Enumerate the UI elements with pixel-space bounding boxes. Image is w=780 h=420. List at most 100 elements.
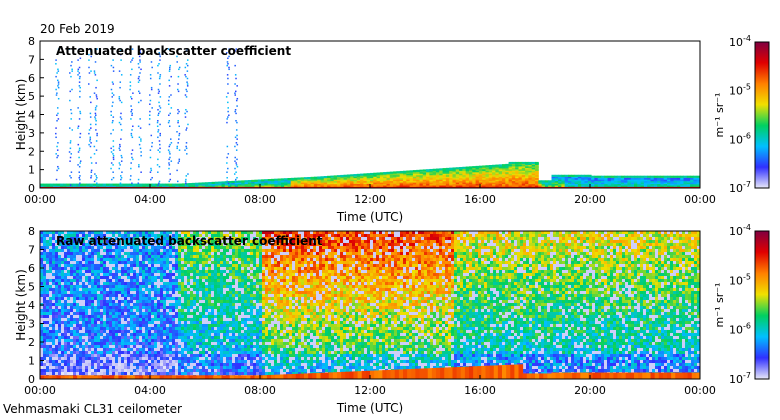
heatmap-cell	[166, 267, 169, 270]
heatmap-cell	[64, 333, 67, 336]
heatmap-cell	[154, 300, 157, 303]
heatmap-cell	[178, 300, 181, 303]
heatmap-cell	[313, 180, 318, 183]
heatmap-cell	[151, 363, 154, 366]
heatmap-cell	[57, 85, 59, 87]
heatmap-cell	[58, 231, 61, 234]
heatmap-cell	[79, 291, 82, 294]
heatmap-cell	[82, 366, 85, 369]
heatmap-cell	[169, 153, 171, 155]
heatmap-cell	[190, 369, 193, 372]
heatmap-cell	[67, 315, 70, 318]
heatmap-cell	[169, 360, 172, 363]
heatmap-cell	[91, 369, 94, 372]
heatmap-cell	[178, 282, 181, 285]
heatmap-cell	[554, 179, 559, 182]
heatmap-cell	[132, 158, 134, 161]
heatmap-cell	[76, 300, 79, 303]
heatmap-cell	[304, 182, 308, 185]
heatmap-cell	[251, 183, 255, 186]
heatmap-cell	[112, 312, 115, 315]
heatmap-cell	[139, 372, 142, 375]
heatmap-cell	[130, 372, 133, 375]
heatmap-cell	[130, 134, 133, 137]
heatmap-cell	[511, 176, 516, 179]
heatmap-cell	[158, 185, 163, 188]
heatmap-cell	[118, 252, 121, 255]
heatmap-cell	[199, 366, 202, 369]
heatmap-cell	[67, 297, 70, 300]
heatmap-cell	[111, 178, 113, 181]
heatmap-cell	[176, 145, 179, 148]
heatmap-cell	[274, 182, 279, 185]
heatmap-cell	[202, 339, 205, 342]
heatmap-cell	[469, 168, 473, 171]
heatmap-cell	[475, 168, 480, 171]
heatmap-cell	[145, 315, 148, 318]
heatmap-cell	[337, 185, 341, 188]
heatmap-cell	[172, 306, 175, 309]
heatmap-cell	[109, 321, 112, 324]
heatmap-cell	[136, 345, 139, 348]
heatmap-cell	[184, 351, 187, 354]
heatmap-cell	[43, 243, 46, 246]
heatmap-cell	[67, 279, 70, 282]
heatmap-cell	[64, 237, 67, 240]
heatmap-cell	[46, 185, 51, 188]
heatmap-cell	[127, 270, 130, 273]
heatmap-cell	[475, 173, 480, 176]
heatmap-cell	[181, 285, 184, 288]
heatmap-cell	[97, 246, 100, 249]
heatmap-cell	[449, 171, 453, 174]
heatmap-cell	[234, 74, 237, 76]
heatmap-cell	[412, 179, 417, 182]
heatmap-cell	[148, 231, 151, 234]
heatmap-cell	[70, 267, 73, 270]
heatmap-cell	[46, 327, 49, 330]
heatmap-cell	[175, 327, 178, 330]
heatmap-cell	[187, 330, 190, 333]
heatmap-cell	[112, 318, 115, 321]
heatmap-cell	[185, 185, 189, 188]
heatmap-cell	[193, 357, 196, 360]
heatmap-cell	[399, 176, 404, 179]
heatmap-cell	[488, 185, 493, 188]
heatmap-cell	[196, 303, 199, 306]
heatmap-cell	[121, 330, 124, 333]
heatmap-cell	[187, 345, 190, 348]
heatmap-cell	[124, 249, 127, 252]
heatmap-cell	[136, 255, 139, 258]
heatmap-cell	[492, 183, 496, 186]
heatmap-cell	[186, 48, 188, 50]
heatmap-cell	[131, 149, 134, 151]
heatmap-cell	[121, 321, 124, 324]
heatmap-cell	[154, 324, 157, 327]
heatmap-cell	[376, 180, 381, 183]
heatmap-cell	[88, 72, 91, 74]
heatmap-cell	[630, 177, 635, 180]
heatmap-cell	[238, 182, 242, 185]
heatmap-cell	[205, 291, 208, 294]
heatmap-cell	[43, 297, 46, 300]
heatmap-cell	[85, 348, 88, 351]
heatmap-cell	[187, 279, 190, 282]
heatmap-cell	[214, 183, 219, 186]
heatmap-cell	[630, 179, 635, 182]
heatmap-cell	[69, 184, 72, 186]
y-tick-label: 7	[28, 53, 35, 66]
heatmap-cell	[106, 330, 109, 333]
heatmap-cell	[515, 164, 519, 167]
heatmap-cell	[511, 171, 516, 174]
heatmap-cell	[422, 182, 427, 185]
heatmap-cell	[511, 183, 516, 186]
heatmap-cell	[163, 351, 166, 354]
heatmap-cell	[187, 270, 190, 273]
heatmap-cell	[485, 171, 490, 174]
heatmap-cell	[115, 369, 118, 372]
heatmap-cell	[412, 170, 417, 173]
heatmap-cell	[422, 183, 427, 186]
heatmap-cell	[399, 182, 404, 185]
heatmap-cell	[78, 66, 81, 69]
heatmap-cell	[157, 297, 160, 300]
heatmap-cell	[93, 92, 96, 94]
